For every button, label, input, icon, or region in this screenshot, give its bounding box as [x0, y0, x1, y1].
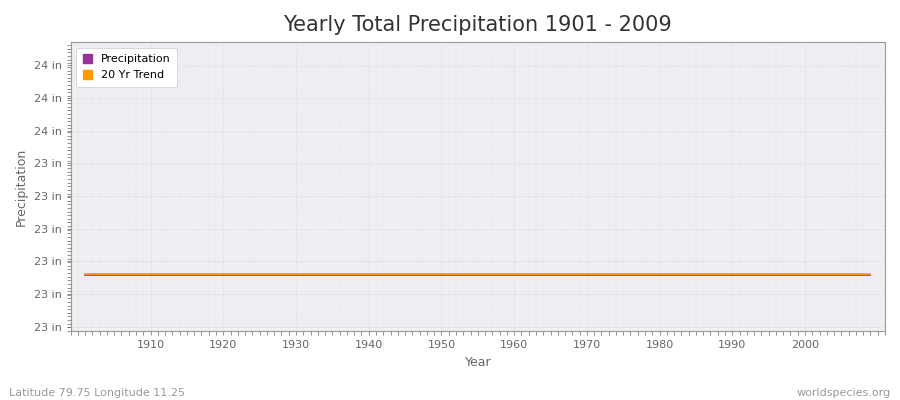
- 20 Yr Trend: [138, 272, 148, 277]
- Precipitation: [298, 273, 309, 278]
- Title: Yearly Total Precipitation 1901 - 2009: Yearly Total Precipitation 1901 - 2009: [284, 15, 672, 35]
- Precipitation: [80, 273, 91, 278]
- 20 Yr Trend: [508, 272, 519, 277]
- Precipitation: [508, 273, 519, 278]
- 20 Yr Trend: [865, 272, 876, 277]
- Precipitation: [865, 273, 876, 278]
- 20 Yr Trend: [80, 272, 91, 277]
- Text: Latitude 79.75 Longitude 11.25: Latitude 79.75 Longitude 11.25: [9, 388, 185, 398]
- Precipitation: [596, 273, 607, 278]
- X-axis label: Year: Year: [464, 356, 491, 369]
- 20 Yr Trend: [341, 272, 352, 277]
- 20 Yr Trend: [298, 272, 309, 277]
- Precipitation: [138, 273, 148, 278]
- 20 Yr Trend: [501, 272, 512, 277]
- 20 Yr Trend: [596, 272, 607, 277]
- Precipitation: [501, 273, 512, 278]
- Precipitation: [341, 273, 352, 278]
- Y-axis label: Precipitation: Precipitation: [15, 148, 28, 226]
- Legend: Precipitation, 20 Yr Trend: Precipitation, 20 Yr Trend: [76, 48, 177, 87]
- Text: worldspecies.org: worldspecies.org: [796, 388, 891, 398]
